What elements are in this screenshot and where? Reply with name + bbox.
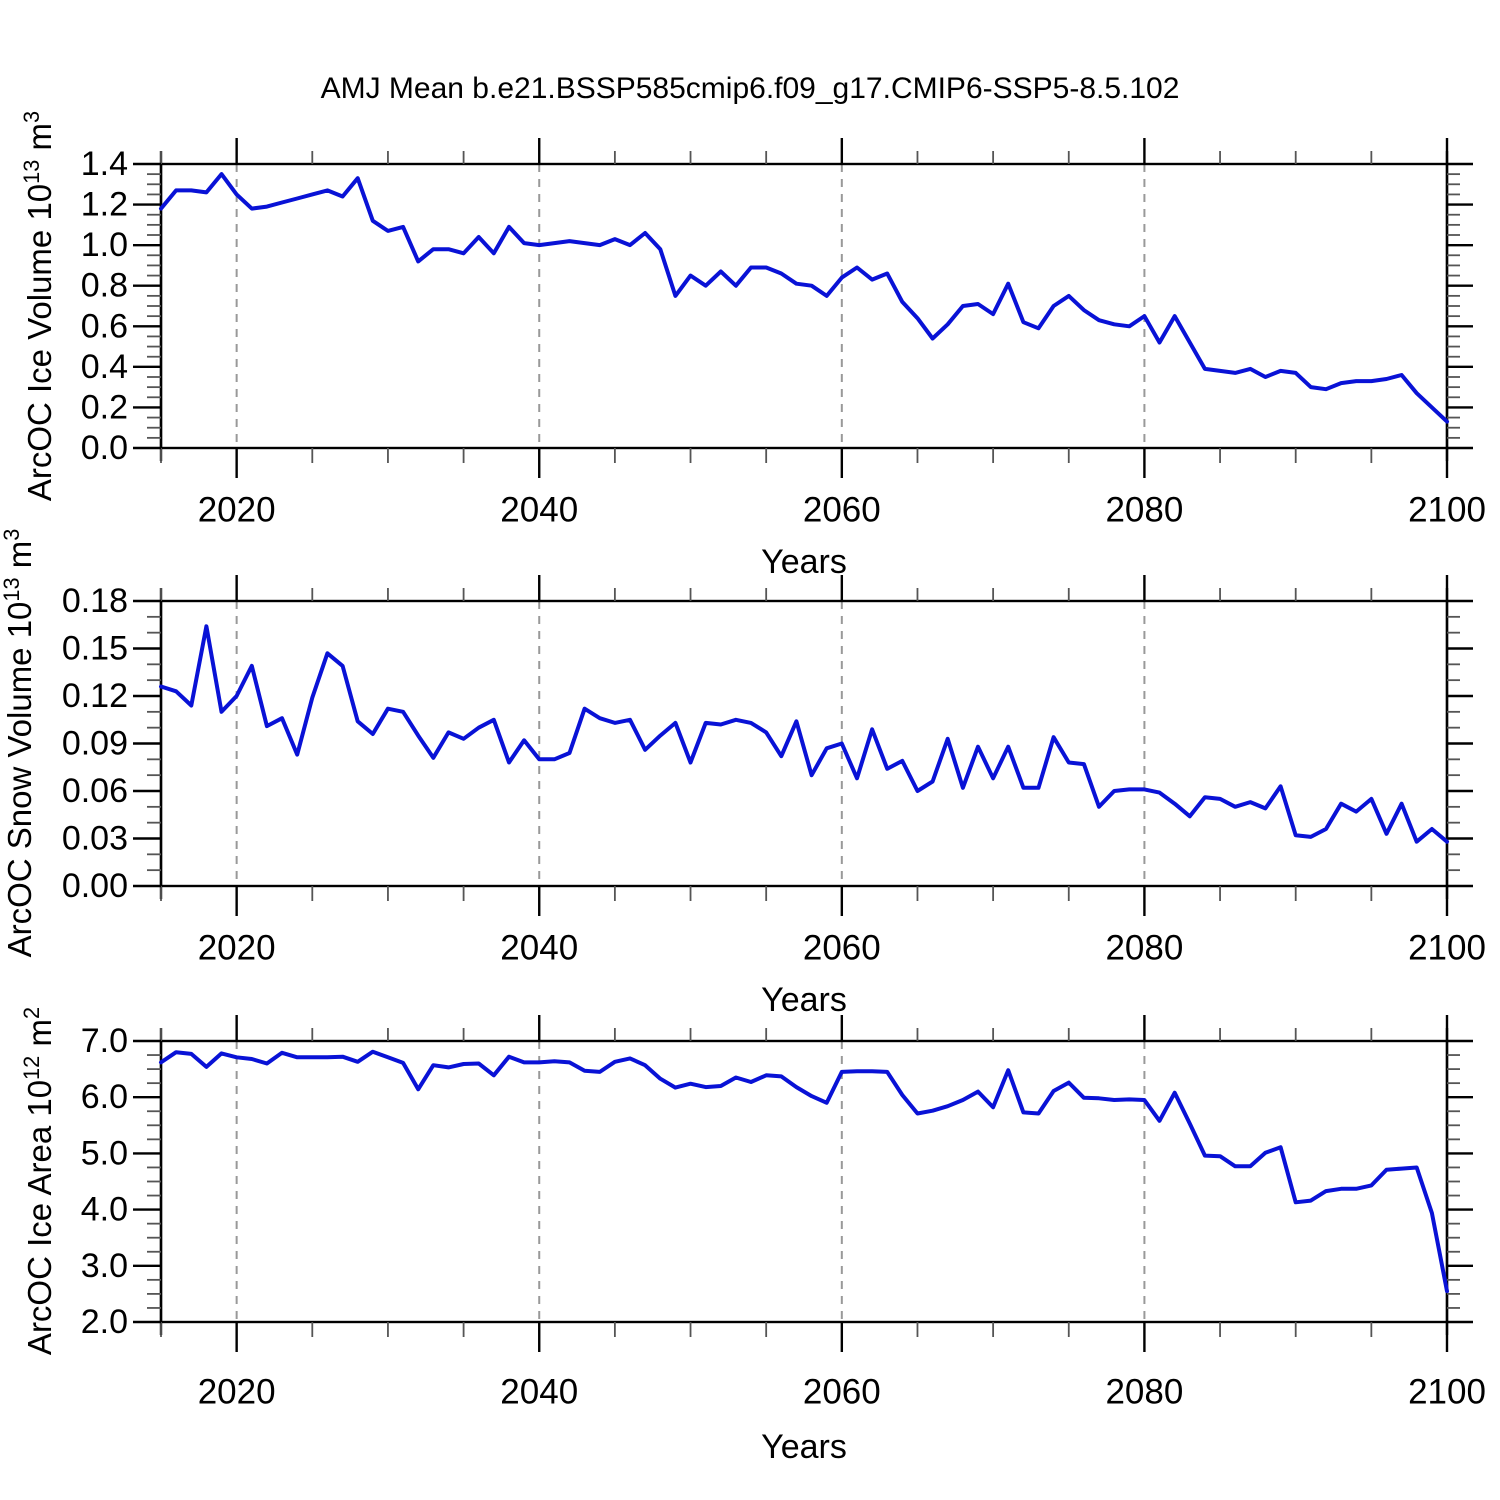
svg-text:4.0: 4.0 [81, 1191, 128, 1229]
svg-text:2100: 2100 [1408, 1373, 1486, 1412]
svg-text:2020: 2020 [198, 491, 276, 530]
svg-text:0.03: 0.03 [62, 820, 128, 858]
svg-text:0.2: 0.2 [81, 388, 128, 426]
svg-text:0.15: 0.15 [62, 630, 128, 668]
years-axis-label: Years [761, 1428, 847, 1466]
svg-text:1.2: 1.2 [81, 186, 128, 224]
svg-text:1.4: 1.4 [81, 145, 128, 183]
svg-text:0.18: 0.18 [62, 582, 128, 620]
svg-text:0.4: 0.4 [81, 348, 128, 386]
svg-text:7.0: 7.0 [81, 1022, 128, 1060]
svg-text:1.0: 1.0 [81, 226, 128, 264]
svg-text:2060: 2060 [803, 1373, 881, 1412]
svg-text:0.12: 0.12 [62, 677, 128, 715]
svg-text:2.0: 2.0 [81, 1303, 128, 1341]
svg-text:2100: 2100 [1408, 491, 1486, 530]
svg-text:2020: 2020 [198, 1373, 276, 1412]
svg-text:6.0: 6.0 [81, 1078, 128, 1116]
svg-text:5.0: 5.0 [81, 1134, 128, 1172]
years-axis-label: Years [761, 981, 847, 1019]
svg-text:2080: 2080 [1105, 491, 1183, 530]
svg-text:0.0: 0.0 [81, 429, 128, 467]
svg-text:0.6: 0.6 [81, 307, 128, 345]
chart-title: AMJ Mean b.e21.BSSP585cmip6.f09_g17.CMIP… [320, 72, 1180, 105]
svg-text:2040: 2040 [500, 929, 578, 968]
svg-text:0.09: 0.09 [62, 725, 128, 763]
svg-text:2040: 2040 [500, 1373, 578, 1412]
svg-text:2060: 2060 [803, 929, 881, 968]
ice-volume-y-axis-label: ArcOC Ice Volume 1013 m3 [19, 110, 58, 502]
svg-text:2080: 2080 [1105, 929, 1183, 968]
svg-text:0.00: 0.00 [62, 867, 128, 905]
svg-text:2040: 2040 [500, 491, 578, 530]
svg-text:2060: 2060 [803, 491, 881, 530]
snow-volume-y-axis-label: ArcOC Snow Volume 1013 m3 [0, 528, 38, 958]
years-axis-label: Years [761, 543, 847, 581]
svg-text:2080: 2080 [1105, 1373, 1183, 1412]
svg-text:2020: 2020 [198, 929, 276, 968]
svg-text:2100: 2100 [1408, 929, 1486, 968]
svg-text:0.06: 0.06 [62, 772, 128, 810]
ice-area-y-axis-label: ArcOC Ice Area 1012 m2 [19, 1006, 58, 1356]
svg-text:0.8: 0.8 [81, 267, 128, 305]
svg-text:3.0: 3.0 [81, 1247, 128, 1285]
